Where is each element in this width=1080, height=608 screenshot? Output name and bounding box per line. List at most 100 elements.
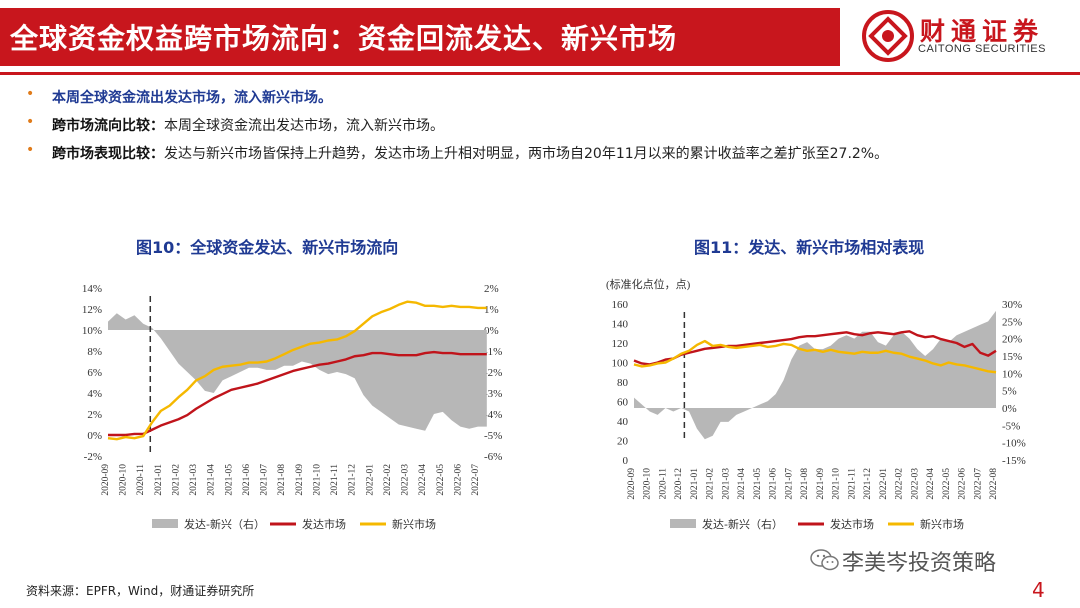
x-tick-label: 2022-08 [989, 468, 999, 500]
y-tick-label-right: 0% [1002, 403, 1017, 415]
logo-emblem-icon [862, 10, 914, 62]
x-tick-label: 2020-09 [101, 464, 111, 496]
legend-swatch-area [152, 519, 178, 528]
y-tick-label-left: 12% [82, 304, 102, 316]
y-tick-label-left: 0% [87, 430, 102, 442]
x-tick-label: 2022-02 [895, 468, 905, 500]
y-tick-label-right: -15% [1002, 455, 1026, 467]
legend-label: 新兴市场 [920, 517, 964, 531]
x-tick-label: 2022-02 [383, 464, 393, 496]
bullet-label: 跨市场表现比较： [52, 146, 164, 162]
bullet-text: 发达与新兴市场皆保持上升趋势，发达市场上升相对明显，两市场自20年11月以来的累… [164, 146, 889, 162]
title-bar: 全球资金权益跨市场流向：资金回流发达、新兴市场 [0, 8, 840, 66]
x-tick-label: 2021-11 [847, 468, 857, 500]
x-tick-label: 2022-06 [453, 464, 463, 496]
y-tick-label-left: 120 [612, 338, 629, 350]
x-tick-label: 2021-03 [721, 468, 731, 500]
x-tick-label: 2021-03 [189, 464, 199, 496]
x-tick-label: 2022-07 [471, 464, 481, 496]
y-tick-label-right: -2% [484, 367, 502, 379]
x-tick-label: 2021-06 [242, 464, 252, 496]
legend-label: 发达-新兴（右） [184, 517, 265, 531]
y-tick-label-right: -4% [484, 409, 502, 421]
x-tick-label: 2021-04 [207, 464, 217, 496]
bullet-dot-icon: • [26, 114, 35, 130]
y-tick-label-left: 8% [87, 346, 102, 358]
y-tick-label-right: -5% [1002, 420, 1020, 432]
y-tick-label-left: 10% [82, 325, 102, 337]
x-tick-label: 2021-09 [816, 468, 826, 500]
y-tick-label-left: 160 [612, 299, 629, 311]
x-tick-label: 2021-09 [295, 464, 305, 496]
y-tick-label-left: 80 [617, 377, 629, 389]
y-tick-label-left: 6% [87, 367, 102, 379]
x-tick-label: 2021-12 [863, 468, 873, 500]
y-tick-label-left: 4% [87, 388, 102, 400]
bullet-text-strong: 本周全球资金流出发达市场，流入新兴市场。 [52, 90, 332, 106]
y-tick-label-left: 14% [82, 283, 102, 295]
x-tick-label: 2022-05 [942, 468, 952, 500]
y-tick-label-left: -2% [84, 451, 102, 463]
x-tick-label: 2021-06 [769, 468, 779, 500]
x-tick-label: 2021-05 [224, 464, 234, 496]
x-tick-label: 2021-01 [690, 468, 700, 500]
x-tick-label: 2021-07 [260, 464, 270, 496]
x-tick-label: 2021-02 [706, 468, 716, 500]
y-tick-label-right: -1% [484, 346, 502, 358]
legend-label: 发达-新兴（右） [702, 517, 783, 531]
y-tick-label-left: 0 [623, 455, 629, 467]
bullet-item: • 跨市场表现比较：发达与新兴市场皆保持上升趋势，发达市场上升相对明显，两市场自… [26, 142, 1066, 170]
chart-relative-performance: (标准化点位，点) 0 20 40 60 80 100 120 140 160 -15% -10% -5… [606, 277, 1026, 531]
x-tick-label: 2021-07 [784, 468, 794, 500]
y-tick-label-right: 30% [1002, 299, 1022, 311]
logo-text-en: CAITONG SECURITIES [918, 43, 1046, 55]
y-tick-label-right: 10% [1002, 368, 1022, 380]
source-note: 资料来源：EPFR，Wind，财通证券研究所 [26, 584, 255, 598]
wechat-icon [810, 549, 839, 571]
bullet-list: • 本周全球资金流出发达市场，流入新兴市场。 • 跨市场流向比较：本周全球资金流… [26, 86, 1066, 170]
x-tick-label: 2020-11 [658, 468, 668, 500]
y-tick-label-right: -3% [484, 388, 502, 400]
series-area-developed-minus-emerging [108, 313, 487, 431]
y-tick-label-right: 15% [1002, 351, 1022, 363]
x-tick-label: 2021-04 [737, 468, 747, 500]
x-tick-label: 2020-10 [119, 464, 129, 496]
x-tick-label: 2021-05 [753, 468, 763, 500]
x-tick-label: 2022-04 [418, 464, 428, 496]
y-tick-label-left: 100 [612, 358, 629, 370]
y-axis-unit-label: (标准化点位，点) [606, 277, 691, 291]
x-tick-label: 2020-09 [627, 468, 637, 500]
bullet-dot-icon: • [26, 86, 35, 102]
x-tick-label: 2022-05 [436, 464, 446, 496]
y-tick-label-left: 20 [617, 436, 629, 448]
chart-title-right: 图11：发达、新兴市场相对表现 [694, 238, 925, 257]
y-tick-label-right: -6% [484, 451, 502, 463]
series-line-developed [633, 330, 997, 366]
x-tick-label: 2021-10 [832, 468, 842, 500]
bullet-item: • 本周全球资金流出发达市场，流入新兴市场。 [26, 86, 1066, 114]
y-tick-label-right: -5% [484, 430, 502, 442]
x-tick-label: 2021-08 [277, 464, 287, 496]
y-tick-label-left: 40 [617, 416, 629, 428]
page-number: 4 [1032, 578, 1045, 602]
bullet-label: 跨市场流向比较： [52, 118, 164, 134]
x-tick-label: 2022-07 [973, 468, 983, 500]
legend-label: 发达市场 [830, 517, 874, 531]
x-tick-label: 2022-03 [401, 464, 411, 496]
series-line-emerging [633, 339, 997, 374]
y-tick-label-right: 20% [1002, 334, 1022, 346]
x-tick-label: 2021-11 [330, 464, 340, 496]
series-line-developed [108, 350, 487, 437]
legend-label: 发达市场 [302, 517, 346, 531]
y-tick-label-right: 2% [484, 283, 499, 295]
company-logo: 财通证券 CAITONG SECURITIES [858, 10, 1058, 64]
legend-label: 新兴市场 [392, 517, 436, 531]
x-tick-label: 2020-10 [643, 468, 653, 500]
y-tick-label-left: 60 [617, 397, 629, 409]
legend-swatch-area [670, 519, 696, 528]
logo-text-cn: 财通证券 [920, 17, 1045, 46]
bullet-item: • 跨市场流向比较：本周全球资金流出发达市场，流入新兴市场。 [26, 114, 1066, 142]
header: 全球资金权益跨市场流向：资金回流发达、新兴市场 财通证券 CAITONG SEC… [0, 0, 1080, 72]
x-tick-label: 2022-04 [926, 468, 936, 500]
x-tick-label: 2022-01 [879, 468, 889, 500]
